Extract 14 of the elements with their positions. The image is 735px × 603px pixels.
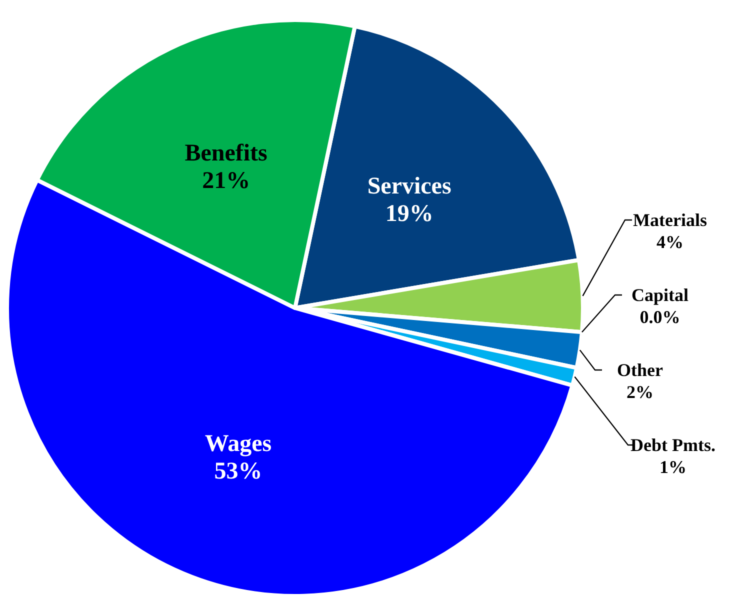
text: 0.0% — [640, 306, 680, 327]
slice-label: Debt Pmts. — [630, 435, 716, 456]
data-label: 2% — [626, 382, 654, 402]
data-label: 4% — [656, 232, 684, 252]
data-label: 53% — [214, 458, 262, 485]
slice-label: Other — [617, 360, 664, 380]
category-label: Capital — [631, 285, 689, 306]
slice-label: Materials — [633, 210, 707, 230]
data-label: 1% — [660, 456, 686, 477]
slice-label: Services — [367, 174, 452, 200]
slice-label: Benefits — [184, 140, 268, 167]
data-label: 19% — [385, 201, 434, 228]
data-label: 21% — [202, 168, 250, 194]
slice-label: Wages — [204, 431, 272, 458]
